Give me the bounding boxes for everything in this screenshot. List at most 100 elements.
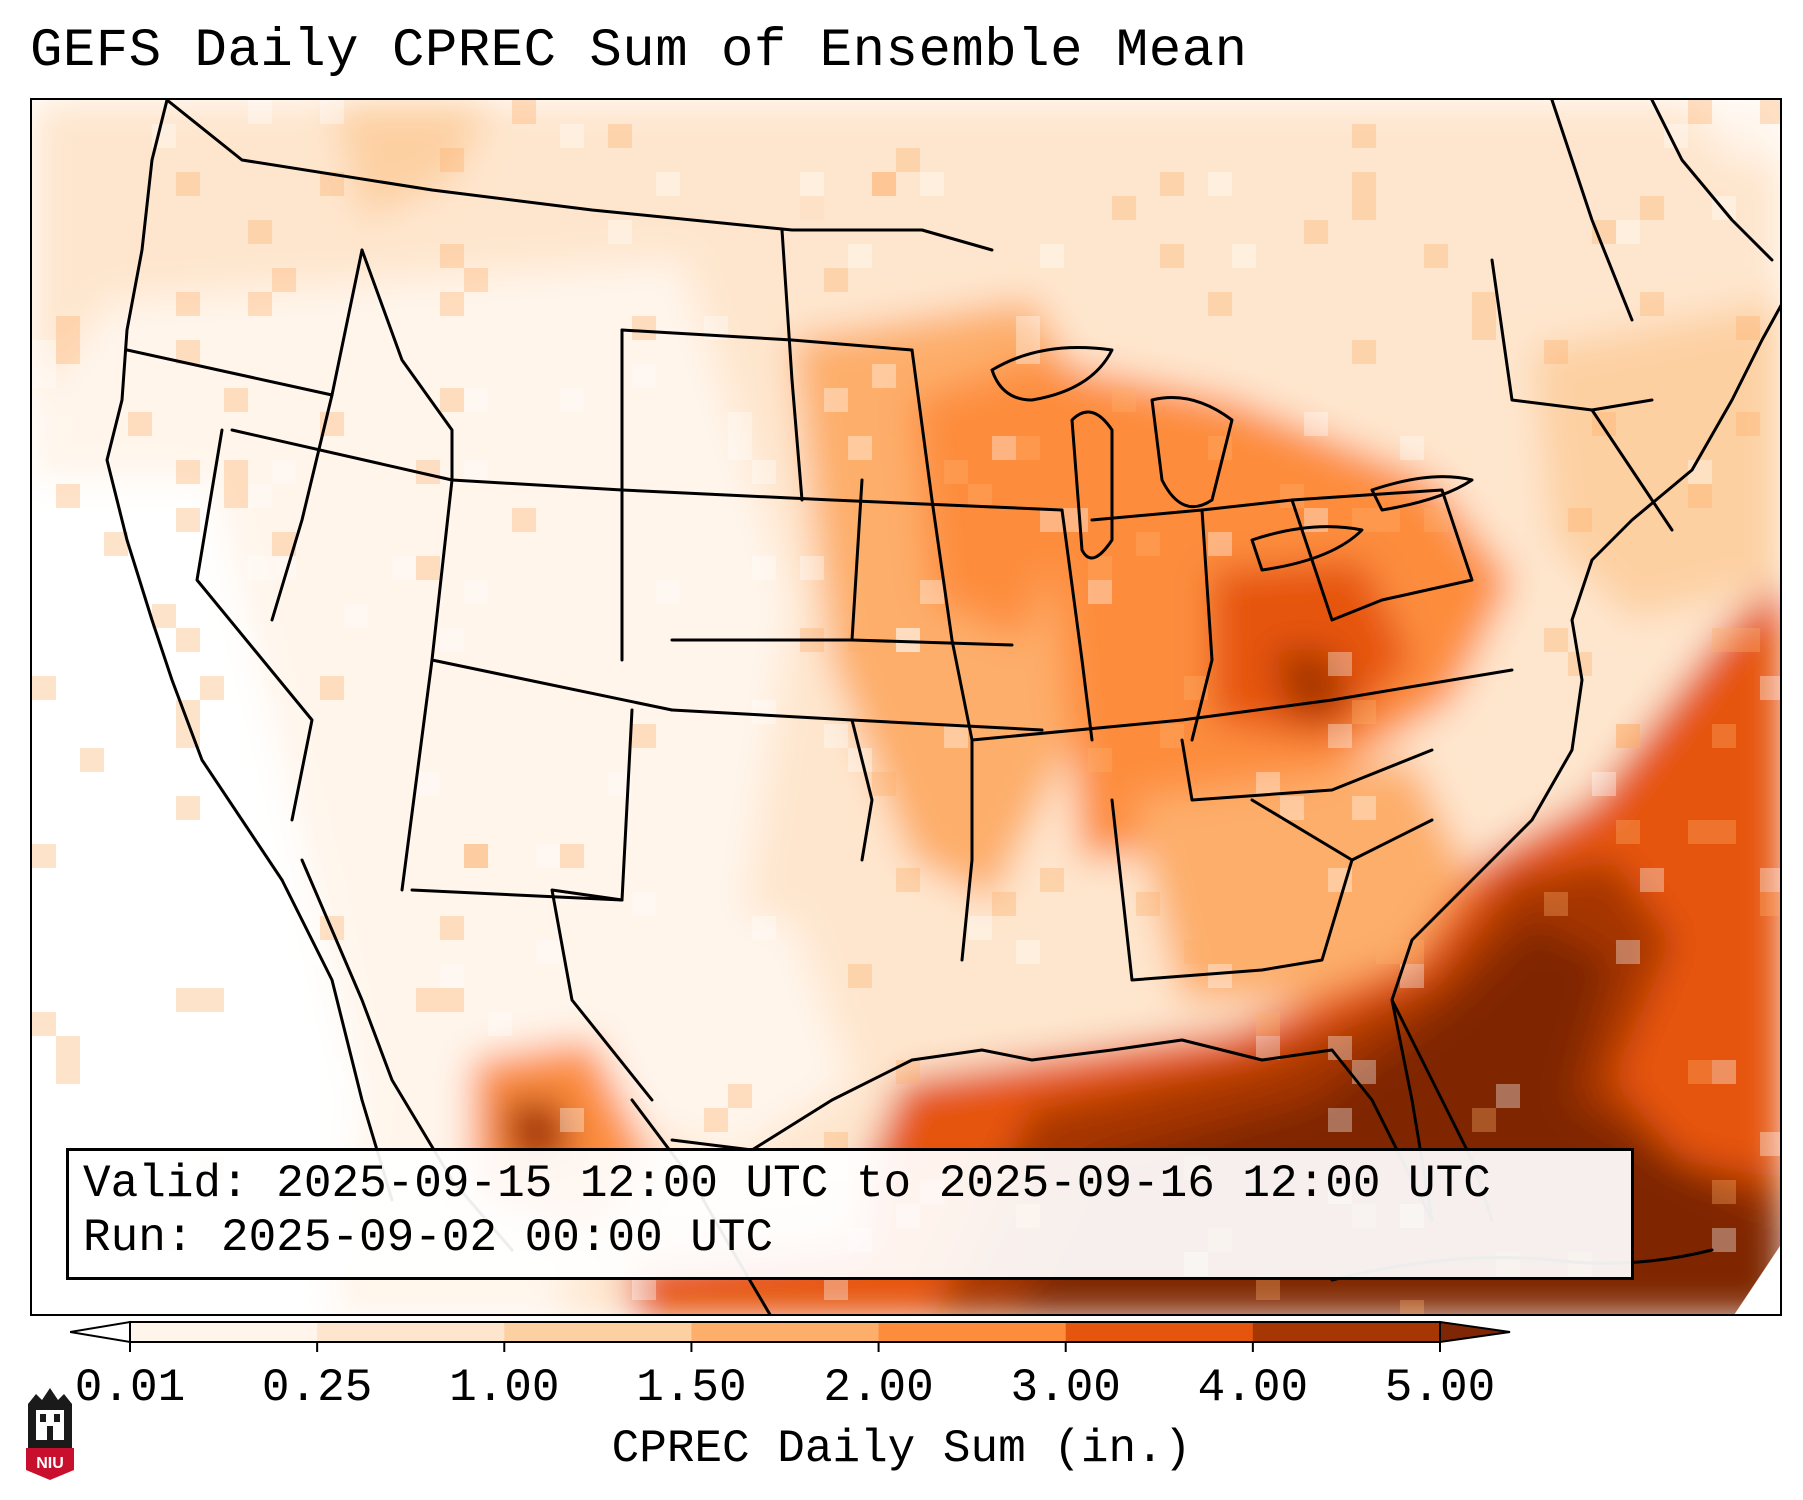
grid-cell [1736, 316, 1760, 340]
grid-cell [1352, 196, 1376, 220]
grid-cell [1208, 172, 1232, 196]
grid-cell [920, 580, 944, 604]
grid-cell [1232, 820, 1256, 844]
grid-cell [440, 964, 464, 988]
grid-cell [1376, 940, 1400, 964]
grid-cell [224, 388, 248, 412]
grid-cell [272, 460, 296, 484]
colorbar-ticks [129, 1342, 1441, 1352]
grid-cell [248, 100, 272, 124]
grid-cell [416, 772, 440, 796]
run-value: 2025-09-02 00:00 UTC [221, 1212, 774, 1264]
grid-cell [176, 508, 200, 532]
grid-cell [728, 1084, 752, 1108]
grid-cell [224, 460, 248, 484]
grid-cell [1472, 1108, 1496, 1132]
grid-cell [440, 148, 464, 172]
grid-cell [992, 436, 1016, 460]
grid-cell [1352, 796, 1376, 820]
grid-cell [896, 148, 920, 172]
grid-cell [104, 532, 128, 556]
grid-cell [416, 988, 440, 1012]
grid-cell [1616, 724, 1640, 748]
grid-cell [992, 676, 1016, 700]
grid-cell [992, 892, 1016, 916]
grid-cell [1424, 244, 1448, 268]
grid-cell [1472, 316, 1496, 340]
grid-cell [1688, 1060, 1712, 1084]
grid-cell [1328, 724, 1352, 748]
colorbar-tick-labels: 0.01 0.25 1.00 1.50 2.00 3.00 4.00 5.00 [0, 1362, 1803, 1418]
grid-cell [1064, 508, 1088, 532]
grid-cell [1352, 700, 1376, 724]
grid-cell [464, 388, 488, 412]
grid-cell [440, 988, 464, 1012]
grid-cell [872, 772, 896, 796]
grid-cell [656, 580, 680, 604]
grid-cell [608, 220, 632, 244]
grid-cell [32, 676, 56, 700]
grid-cell [872, 172, 896, 196]
grid-cell [248, 1084, 272, 1108]
grid-cell [32, 532, 56, 556]
grid-cell [56, 484, 80, 508]
grid-cell [1592, 772, 1616, 796]
grid-cell [848, 244, 872, 268]
grid-cell [1208, 292, 1232, 316]
grid-cell [1712, 1060, 1736, 1084]
domain-edge [1734, 1246, 1780, 1314]
grid-cell [32, 364, 56, 388]
grid-cell [1544, 892, 1568, 916]
grid-cell [176, 172, 200, 196]
grid-cell [464, 844, 488, 868]
grid-cell [416, 556, 440, 580]
grid-cell [1256, 1276, 1280, 1300]
domain-edge [32, 1280, 325, 1314]
grid-cell [872, 364, 896, 388]
grid-cell [728, 412, 752, 436]
grid-cell [176, 292, 200, 316]
grid-cell [1616, 220, 1640, 244]
grid-cell [824, 724, 848, 748]
grid-cell [176, 796, 200, 820]
grid-cell [608, 124, 632, 148]
grid-cell [1616, 940, 1640, 964]
grid-cell [1304, 412, 1328, 436]
grid-cell [1208, 964, 1232, 988]
grid-cell [128, 412, 152, 436]
grid-cell [536, 844, 560, 868]
grid-cell [1712, 820, 1736, 844]
grid-cell [920, 172, 944, 196]
grid-cell [1760, 676, 1780, 700]
grid-cell [248, 964, 272, 988]
grid-cell [1016, 940, 1040, 964]
grid-cell [1496, 1084, 1520, 1108]
colorbar-tick-label: 0.01 [74, 1362, 186, 1414]
map-title: GEFS Daily CPREC Sum of Ensemble Mean [30, 21, 1248, 82]
grid-cell [200, 676, 224, 700]
grid-cell [1472, 292, 1496, 316]
precipitation-map [30, 98, 1782, 1316]
grid-cell [440, 628, 464, 652]
grid-cell [1688, 484, 1712, 508]
grid-cell [632, 1276, 656, 1300]
grid-cell [512, 508, 536, 532]
grid-cell [1640, 292, 1664, 316]
grid-cell [248, 292, 272, 316]
grid-cell [1664, 124, 1688, 148]
grid-cell [56, 1060, 80, 1084]
grid-cell [800, 196, 824, 220]
grid-cell [1160, 724, 1184, 748]
map-canvas [32, 100, 1780, 1314]
colorbar-tick-label: 0.25 [261, 1362, 373, 1414]
grid-cell [560, 1108, 584, 1132]
grid-cell [752, 460, 776, 484]
grid-cell [1616, 820, 1640, 844]
grid-cell [1088, 580, 1112, 604]
grid-cell [656, 172, 680, 196]
grid-cell [1112, 196, 1136, 220]
grid-cell [560, 388, 584, 412]
grid-cell [1688, 820, 1712, 844]
grid-cell [248, 556, 272, 580]
grid-cell [56, 316, 80, 340]
